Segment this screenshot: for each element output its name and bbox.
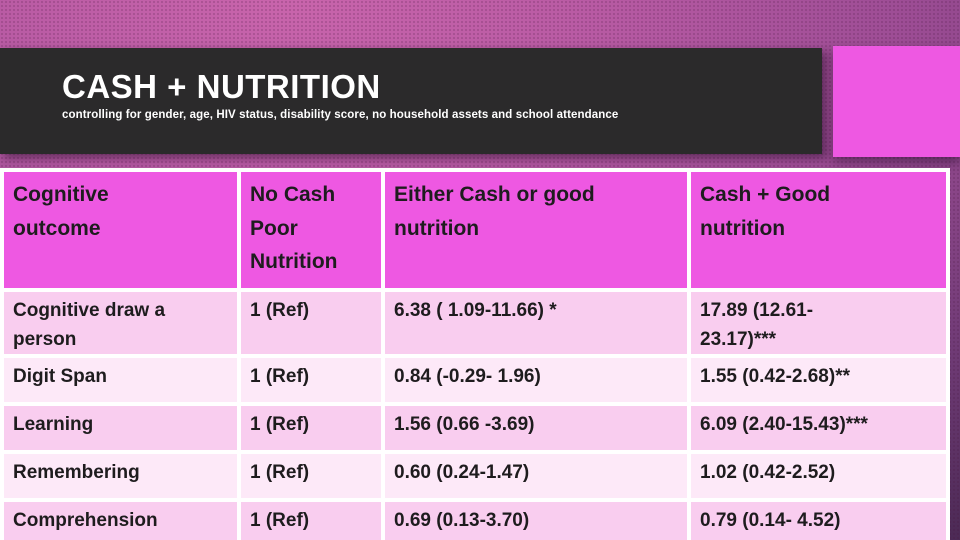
cell-outcome: Comprehension bbox=[4, 502, 237, 540]
cell-outcome: Learning bbox=[4, 406, 237, 450]
results-table-wrapper: Cognitive outcome No Cash Poor Nutrition… bbox=[0, 168, 950, 540]
cell-cash-good: 0.79 (0.14- 4.52) bbox=[691, 502, 946, 540]
cell-no-cash: 1 (Ref) bbox=[241, 502, 381, 540]
cell-no-cash: 1 (Ref) bbox=[241, 454, 381, 498]
cell-either-cash: 0.84 (-0.29- 1.96) bbox=[385, 358, 687, 402]
table-row-comprehension: Comprehension 1 (Ref) 0.69 (0.13-3.70) 0… bbox=[4, 502, 946, 540]
table-header-row: Cognitive outcome No Cash Poor Nutrition… bbox=[4, 172, 946, 288]
cell-cash-good: 6.09 (2.40-15.43)*** bbox=[691, 406, 946, 450]
slide-subtitle: controlling for gender, age, HIV status,… bbox=[62, 108, 619, 121]
header-cell-either-cash-or-good-nutrition: Either Cash or good nutrition bbox=[385, 172, 687, 288]
cell-cash-good: 1.55 (0.42-2.68)** bbox=[691, 358, 946, 402]
cell-outcome: Cognitive draw a person bbox=[4, 292, 237, 354]
table-row-cognitive-draw-a-person: Cognitive draw a person 1 (Ref) 6.38 ( 1… bbox=[4, 292, 946, 354]
cell-either-cash: 0.69 (0.13-3.70) bbox=[385, 502, 687, 540]
title-band: CASH + NUTRITION controlling for gender,… bbox=[0, 48, 822, 154]
cell-cash-good: 1.02 (0.42-2.52) bbox=[691, 454, 946, 498]
table-row-digit-span: Digit Span 1 (Ref) 0.84 (-0.29- 1.96) 1.… bbox=[4, 358, 946, 402]
header-cell-no-cash-poor-nutrition: No Cash Poor Nutrition bbox=[241, 172, 381, 288]
cell-cash-good: 17.89 (12.61- 23.17)*** bbox=[691, 292, 946, 354]
cell-either-cash: 6.38 ( 1.09-11.66) * bbox=[385, 292, 687, 354]
table-row-remembering: Remembering 1 (Ref) 0.60 (0.24-1.47) 1.0… bbox=[4, 454, 946, 498]
cell-no-cash: 1 (Ref) bbox=[241, 358, 381, 402]
cell-no-cash: 1 (Ref) bbox=[241, 406, 381, 450]
cell-no-cash: 1 (Ref) bbox=[241, 292, 381, 354]
accent-rectangle bbox=[833, 46, 960, 157]
header-cell-cognitive-outcome: Cognitive outcome bbox=[4, 172, 237, 288]
header-cell-cash-plus-good-nutrition: Cash + Good nutrition bbox=[691, 172, 946, 288]
results-table: Cognitive outcome No Cash Poor Nutrition… bbox=[0, 168, 950, 540]
cell-either-cash: 1.56 (0.66 -3.69) bbox=[385, 406, 687, 450]
cell-outcome: Digit Span bbox=[4, 358, 237, 402]
cell-outcome: Remembering bbox=[4, 454, 237, 498]
table-row-learning: Learning 1 (Ref) 1.56 (0.66 -3.69) 6.09 … bbox=[4, 406, 946, 450]
cell-either-cash: 0.60 (0.24-1.47) bbox=[385, 454, 687, 498]
slide-title: CASH + NUTRITION bbox=[62, 68, 381, 105]
